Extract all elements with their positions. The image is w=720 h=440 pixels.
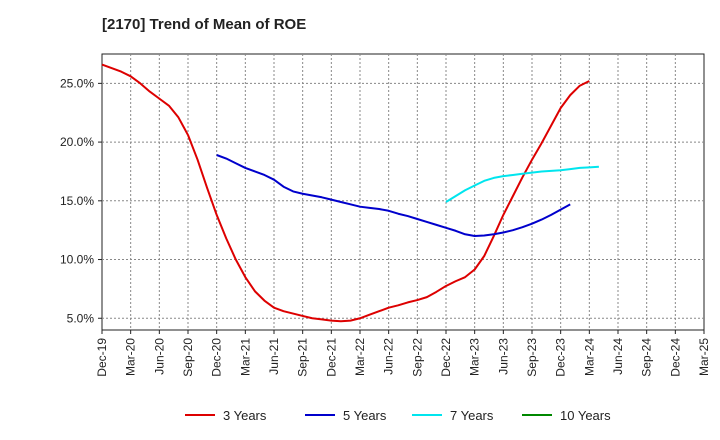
legend-label: 3 Years (223, 408, 267, 423)
x-tick-label: Dec-21 (324, 338, 338, 377)
y-tick-label: 10.0% (60, 253, 94, 267)
x-tick-label: Sep-20 (181, 338, 195, 377)
x-tick-label: Dec-23 (554, 338, 568, 377)
plot-area (101, 53, 705, 331)
chart-title: [2170] Trend of Mean of ROE (102, 16, 306, 33)
legend-label: 7 Years (450, 408, 494, 423)
x-tick-label: Dec-22 (439, 338, 453, 377)
x-tick-label: Sep-21 (296, 338, 310, 377)
x-tick-label: Mar-23 (468, 338, 482, 376)
x-tick-label: Jun-24 (611, 338, 625, 375)
legend-label: 5 Years (343, 408, 387, 423)
legend-label: 10 Years (560, 408, 611, 423)
x-tick-label: Jun-23 (496, 338, 510, 375)
x-tick-label: Mar-25 (697, 338, 711, 376)
x-tick-label: Mar-20 (124, 338, 138, 376)
x-tick-label: Sep-24 (640, 338, 654, 377)
x-tick-label: Mar-21 (238, 338, 252, 376)
y-tick-label: 15.0% (60, 194, 94, 208)
x-tick-label: Dec-20 (210, 338, 224, 377)
x-tick-label: Dec-24 (668, 338, 682, 377)
y-tick-label: 5.0% (67, 311, 95, 325)
series-line-7-years (445, 165, 599, 203)
series-line-3-years (101, 63, 590, 323)
y-tick-label: 25.0% (60, 76, 94, 90)
x-tick-label: Jun-22 (382, 338, 396, 375)
x-axis: Dec-19 Mar-20 Jun-20 Sep-20 Dec-20 Mar-21 Jun-… (95, 330, 711, 377)
y-tick-label: 20.0% (60, 135, 94, 149)
x-tick-label: Sep-23 (525, 338, 539, 377)
series-line-5-years (216, 154, 571, 238)
x-tick-label: Jun-21 (267, 338, 281, 375)
x-tick-label: Sep-22 (410, 338, 424, 377)
x-tick-label: Mar-24 (582, 338, 596, 376)
series-lines (101, 63, 599, 323)
x-tick-label: Mar-22 (353, 338, 367, 376)
legend: 3 Years 5 Years 7 Years 10 Years (185, 408, 611, 423)
y-axis: 5.0% 10.0% 15.0% 20.0% 25.0% (60, 76, 102, 325)
grid (102, 54, 704, 330)
x-tick-label: Jun-20 (152, 338, 166, 375)
x-tick-label: Dec-19 (95, 338, 109, 377)
